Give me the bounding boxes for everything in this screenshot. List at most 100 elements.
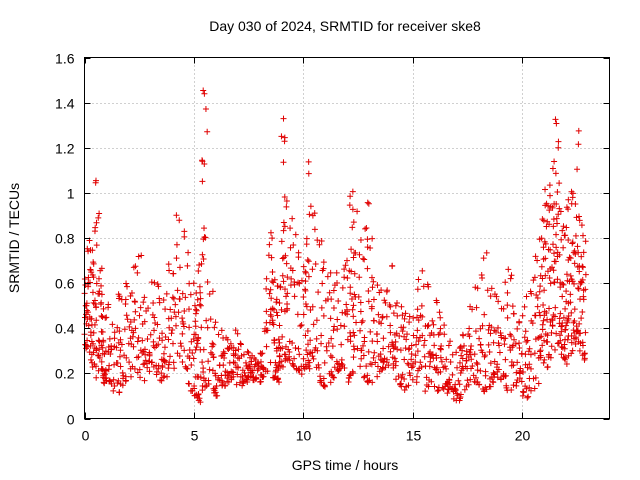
data-point (318, 379, 325, 386)
data-point (521, 303, 528, 310)
data-point (283, 307, 290, 314)
data-point (282, 351, 289, 358)
data-point (280, 219, 287, 226)
data-point (330, 287, 337, 294)
data-point (128, 373, 135, 380)
data-point (151, 327, 158, 334)
data-point (414, 348, 421, 355)
data-point (198, 260, 205, 267)
data-point (175, 309, 182, 316)
data-point (392, 302, 399, 309)
data-point (482, 352, 489, 359)
data-point (197, 302, 204, 309)
data-point (566, 254, 573, 261)
data-point (180, 323, 187, 330)
data-point (291, 355, 298, 362)
data-point (190, 280, 197, 287)
data-point (355, 293, 362, 300)
data-point (93, 219, 100, 226)
data-point (147, 331, 154, 338)
data-point (353, 319, 360, 326)
data-point (569, 278, 576, 285)
data-point (406, 313, 413, 320)
data-point (289, 360, 296, 367)
data-point (405, 361, 412, 368)
data-point (202, 383, 209, 390)
data-point (274, 283, 281, 290)
data-point (477, 367, 484, 374)
data-point (199, 387, 206, 394)
data-point (554, 220, 561, 227)
data-point (351, 291, 358, 298)
data-point (382, 299, 389, 306)
data-point (430, 321, 437, 328)
data-point (582, 271, 589, 278)
data-point (276, 353, 283, 360)
data-point (392, 338, 399, 345)
data-point (446, 379, 453, 386)
data-point (380, 335, 387, 342)
data-point (381, 297, 388, 304)
data-point (550, 250, 557, 257)
data-point (195, 391, 202, 398)
data-point (409, 376, 416, 383)
data-point (543, 310, 550, 317)
data-point (117, 363, 124, 370)
data-point (537, 283, 544, 290)
data-point (268, 295, 275, 302)
data-point (132, 308, 139, 315)
data-point (327, 379, 334, 386)
data-point (221, 355, 228, 362)
data-point (116, 389, 123, 396)
data-point (205, 380, 212, 387)
data-point (556, 251, 563, 258)
data-point (188, 338, 195, 345)
data-point (269, 235, 276, 242)
data-point (302, 301, 309, 308)
data-point (538, 263, 545, 270)
data-point (383, 356, 390, 363)
data-point (276, 299, 283, 306)
data-point (528, 387, 534, 394)
data-point (562, 354, 569, 361)
data-point (191, 302, 198, 309)
data-point (361, 256, 368, 263)
data-point (168, 315, 175, 322)
y-tick-label: 1.4 (55, 96, 75, 112)
data-point (323, 343, 330, 350)
data-point (258, 372, 265, 379)
data-point (547, 318, 554, 325)
data-point (454, 392, 461, 399)
data-point (579, 276, 586, 283)
chart-title: Day 030 of 2024, SRMTID for receiver ske… (209, 18, 481, 34)
data-point (279, 272, 286, 279)
data-point (287, 244, 294, 251)
data-point (569, 347, 576, 354)
data-point (473, 304, 480, 311)
data-point (524, 337, 531, 344)
data-point (415, 338, 422, 345)
data-point (531, 350, 538, 357)
data-point (418, 302, 425, 309)
data-point (220, 348, 227, 355)
data-point (519, 312, 526, 319)
data-point (138, 252, 145, 259)
data-point (184, 262, 191, 269)
data-point (427, 358, 434, 365)
data-point (425, 283, 432, 290)
data-point (559, 280, 566, 287)
data-point (419, 332, 426, 339)
data-point (285, 346, 292, 353)
data-point (502, 279, 509, 286)
data-point (574, 243, 581, 250)
data-point (368, 274, 375, 281)
data-point (135, 353, 142, 360)
data-point (485, 326, 492, 333)
data-point (558, 236, 565, 243)
data-point (348, 246, 355, 253)
data-point (405, 346, 412, 353)
data-point (278, 238, 285, 245)
data-point (406, 319, 413, 326)
data-point (220, 335, 227, 342)
data-point (260, 366, 267, 373)
